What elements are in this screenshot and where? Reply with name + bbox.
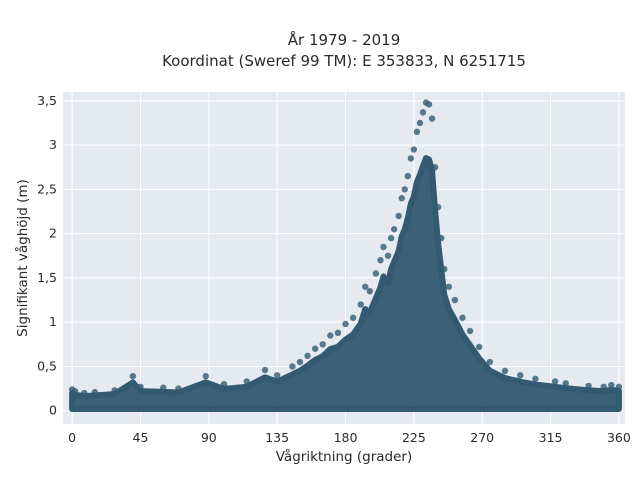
data-point — [334, 329, 342, 337]
x-tick-label: 90 — [201, 430, 217, 445]
data-point — [202, 372, 209, 380]
data-point — [137, 383, 144, 391]
data-point — [91, 388, 99, 396]
y-tick-label: 0 — [49, 403, 57, 418]
data-point — [380, 243, 387, 251]
data-point — [289, 363, 296, 370]
data-point — [501, 367, 509, 375]
x-tick-label: 180 — [334, 430, 358, 445]
x-tick-label: 45 — [133, 430, 149, 445]
x-tick-label: 270 — [470, 430, 494, 445]
y-tick-label: 1 — [49, 314, 57, 329]
data-point — [516, 372, 524, 379]
data-point — [349, 314, 357, 321]
data-point — [451, 296, 459, 304]
data-point — [357, 301, 364, 308]
data-point — [377, 257, 384, 264]
data-point — [362, 283, 369, 290]
data-point — [600, 383, 607, 391]
data-point — [434, 203, 442, 211]
data-point — [319, 341, 326, 348]
y-tick-label: 2,5 — [37, 181, 57, 196]
data-point — [395, 212, 402, 220]
data-point — [342, 320, 349, 328]
chart-title: År 1979 - 2019 — [288, 30, 401, 49]
x-tick-label: 360 — [607, 430, 631, 445]
data-point — [175, 385, 182, 392]
x-tick-label: 225 — [402, 430, 426, 445]
data-point — [384, 252, 392, 259]
data-point — [407, 155, 415, 162]
data-point — [615, 383, 623, 391]
data-point — [438, 234, 445, 242]
data-point — [296, 358, 304, 366]
data-point — [129, 372, 137, 380]
data-point — [585, 382, 592, 390]
tick-labels: 0 45 90 135 180 225 270 315 360 0 0,5 1 1,5 2 2,5 3 3,5 — [37, 93, 631, 445]
y-axis-label: Signifikant våghöjd (m) — [14, 179, 31, 337]
data-point — [311, 345, 319, 352]
data-point — [486, 358, 494, 366]
data-point — [431, 164, 439, 171]
data-point — [243, 378, 250, 385]
y-tick-label: 0,5 — [37, 358, 57, 373]
y-tick-label: 1,5 — [37, 270, 57, 285]
data-point — [261, 366, 269, 374]
data-point — [220, 380, 228, 388]
data-point — [413, 128, 421, 136]
point-cloud — [69, 155, 622, 412]
x-tick-label: 0 — [68, 430, 76, 445]
data-point — [445, 283, 453, 290]
data-point — [401, 186, 408, 193]
x-axis-label: Vågriktning (grader) — [276, 448, 413, 465]
data-point — [562, 380, 569, 387]
data-point — [160, 384, 167, 391]
data-point — [71, 388, 79, 395]
data-point — [372, 270, 380, 277]
data-point — [608, 381, 615, 389]
data-point — [428, 115, 436, 122]
data-point — [416, 119, 424, 127]
data-point — [81, 389, 88, 397]
x-tick-label: 135 — [265, 430, 289, 445]
data-point — [410, 146, 418, 153]
data-points — [68, 99, 623, 412]
data-point — [327, 332, 334, 339]
data-point — [419, 109, 427, 116]
data-point — [466, 327, 474, 335]
y-tick-label: 3 — [49, 137, 57, 152]
data-point — [475, 343, 483, 351]
data-point — [459, 314, 466, 321]
y-tick-label: 3,5 — [37, 93, 57, 108]
chart-subtitle: Koordinat (Sweref 99 TM): E 353833, N 62… — [162, 52, 526, 70]
data-point — [366, 288, 374, 295]
data-point — [273, 372, 281, 379]
data-point — [390, 226, 398, 233]
data-point — [425, 101, 433, 108]
data-point — [304, 352, 311, 360]
data-point — [398, 195, 405, 202]
y-tick-label: 2 — [49, 226, 57, 241]
data-point — [404, 172, 411, 180]
data-point — [532, 375, 539, 383]
data-point — [387, 234, 395, 242]
data-point — [111, 387, 118, 394]
x-tick-label: 315 — [539, 430, 563, 445]
data-point — [551, 378, 559, 385]
data-point — [441, 265, 448, 273]
